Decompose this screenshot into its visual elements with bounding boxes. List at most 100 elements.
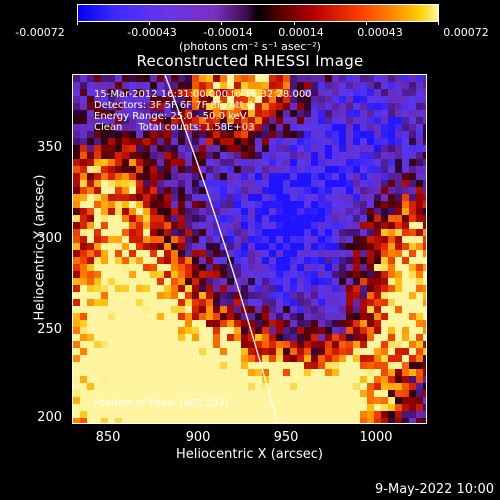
heatmap-cell — [185, 166, 192, 173]
heatmap-cell — [367, 89, 374, 96]
heatmap-cell — [423, 166, 426, 173]
heatmap-cell — [276, 355, 283, 362]
heatmap-cell — [206, 124, 213, 131]
heatmap-cell — [423, 271, 426, 278]
heatmap-cell — [206, 376, 213, 383]
heatmap-cell — [283, 180, 290, 187]
heatmap-cell — [423, 264, 426, 271]
heatmap-cell — [388, 257, 395, 264]
heatmap-cell — [80, 320, 87, 327]
heatmap-cell — [346, 194, 353, 201]
heatmap-cell — [423, 75, 426, 82]
heatmap-cell — [283, 285, 290, 292]
heatmap-cell — [129, 362, 136, 369]
heatmap-cell — [367, 103, 374, 110]
heatmap-cell — [129, 110, 136, 117]
heatmap-cell — [423, 208, 426, 215]
heatmap-cell — [157, 320, 164, 327]
heatmap-cell — [353, 138, 360, 145]
heatmap-cell — [206, 215, 213, 222]
heatmap-cell — [178, 404, 185, 411]
heatmap-cell — [157, 327, 164, 334]
heatmap-cell — [157, 208, 164, 215]
heatmap-cell — [395, 180, 402, 187]
heatmap-cell — [367, 75, 374, 82]
heatmap-cell — [409, 383, 416, 390]
heatmap-cell — [213, 236, 220, 243]
heatmap-cell — [94, 418, 101, 423]
heatmap-cell — [311, 75, 318, 82]
heatmap-cell — [248, 390, 255, 397]
heatmap-cell — [325, 124, 332, 131]
heatmap-cell — [185, 82, 192, 89]
heatmap-cell — [213, 103, 220, 110]
heatmap-cell — [353, 257, 360, 264]
heatmap-cell — [129, 89, 136, 96]
heatmap-cell — [262, 173, 269, 180]
heatmap-cell — [388, 229, 395, 236]
heatmap-cell — [178, 383, 185, 390]
heatmap-cell — [101, 397, 108, 404]
heatmap-cell — [269, 152, 276, 159]
colorbar-section: -0.00072 -0.00043 -0.00014 0.00014 0.000… — [0, 0, 500, 60]
heatmap-cell — [248, 285, 255, 292]
heatmap-cell — [136, 320, 143, 327]
heatmap-cell — [234, 404, 241, 411]
heatmap-cell — [234, 152, 241, 159]
heatmap-cell — [262, 397, 269, 404]
heatmap-cell — [388, 243, 395, 250]
colorbar-tick-label: 0.00014 — [278, 26, 324, 39]
heatmap-cell — [115, 250, 122, 257]
heatmap-cell — [171, 348, 178, 355]
heatmap-cell — [423, 397, 426, 404]
heatmap-cell — [157, 376, 164, 383]
heatmap-cell — [101, 124, 108, 131]
heatmap-cell — [122, 222, 129, 229]
heatmap-cell — [402, 96, 409, 103]
heatmap-cell — [80, 348, 87, 355]
heatmap-cell — [80, 250, 87, 257]
heatmap-cell — [325, 250, 332, 257]
heatmap-cell — [318, 390, 325, 397]
heatmap-cell — [360, 75, 367, 82]
heatmap-cell — [150, 320, 157, 327]
heatmap-cell — [94, 215, 101, 222]
heatmap-cell — [213, 159, 220, 166]
heatmap-cell — [108, 131, 115, 138]
heatmap-cell — [206, 397, 213, 404]
heatmap-cell — [150, 173, 157, 180]
heatmap-cell — [185, 117, 192, 124]
heatmap-cell — [108, 229, 115, 236]
heatmap-cell — [178, 103, 185, 110]
heatmap-cell — [276, 89, 283, 96]
heatmap-cell — [136, 180, 143, 187]
heatmap-cell — [311, 180, 318, 187]
heatmap-cell — [192, 355, 199, 362]
heatmap-cell — [185, 152, 192, 159]
heatmap-cell — [353, 89, 360, 96]
heatmap-cell — [339, 138, 346, 145]
heatmap-cell — [318, 201, 325, 208]
heatmap-cell — [241, 159, 248, 166]
heatmap-cell — [304, 166, 311, 173]
heatmap-cell — [381, 89, 388, 96]
heatmap-cell — [199, 257, 206, 264]
heatmap-cell — [80, 411, 87, 418]
heatmap-cell — [220, 306, 227, 313]
heatmap-cell — [220, 355, 227, 362]
heatmap-cell — [164, 397, 171, 404]
heatmap-cell — [325, 103, 332, 110]
heatmap-cell — [171, 278, 178, 285]
heatmap-cell — [129, 257, 136, 264]
heatmap-cell — [346, 131, 353, 138]
heatmap-cell — [402, 285, 409, 292]
heatmap-cell — [290, 96, 297, 103]
heatmap-cell — [276, 278, 283, 285]
heatmap-cell — [304, 124, 311, 131]
heatmap-cell — [248, 236, 255, 243]
heatmap-cell — [339, 201, 346, 208]
heatmap-cell — [409, 313, 416, 320]
heatmap-cell — [171, 82, 178, 89]
heatmap-cell — [199, 208, 206, 215]
heatmap-cell — [192, 215, 199, 222]
